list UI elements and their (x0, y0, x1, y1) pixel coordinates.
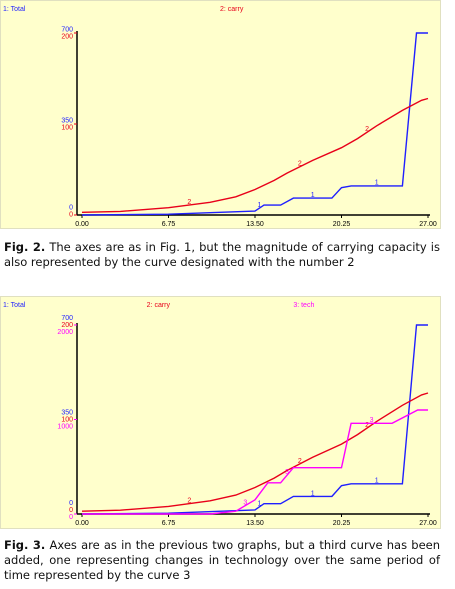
x-tick-label: 0.00 (75, 520, 89, 527)
curve-label: 1 (258, 501, 262, 508)
y-tick-label: 2000 (57, 329, 73, 336)
curve-label: 3 (370, 417, 374, 424)
legend-label: 3: tech (293, 302, 314, 309)
y-tick-label: 350 (61, 409, 73, 416)
curve-label: 2 (298, 458, 302, 465)
legend-label: 2: carry (147, 302, 171, 309)
series-line (81, 97, 429, 213)
x-tick-label: 13.50 (246, 221, 264, 228)
curve-label: 2 (298, 161, 302, 168)
series-line (82, 409, 428, 515)
y-tick-label: 350 (61, 117, 73, 124)
chart-background (0, 296, 441, 529)
x-tick-label: 13.50 (246, 520, 264, 527)
curve-label: 1 (311, 192, 315, 199)
series-line (81, 32, 428, 216)
caption: Fig. 3. Axes are as in the previous two … (4, 538, 440, 583)
y-tick-label: 100 (61, 416, 73, 423)
curve-label: 2 (187, 497, 191, 504)
series-line (81, 392, 429, 512)
x-tick-label: 27.00 (419, 520, 437, 527)
legend-label: 1: Total (3, 6, 26, 13)
y-tick-label: 100 (61, 124, 73, 131)
x-tick-label: 0.00 (75, 221, 89, 228)
x-tick-label: 20.25 (333, 520, 351, 527)
legend-label: 1: Total (3, 302, 26, 309)
x-tick-label: 6.75 (162, 221, 176, 228)
curve-label: 2 (365, 422, 369, 429)
curve-label: 3 (285, 469, 289, 476)
y-tick-label: 700 (61, 26, 73, 33)
curve-label: 2 (187, 199, 191, 206)
chart: 0.00 6.75 13.50 20.25 27.00 1: Total 0 350 700 1 1… (0, 296, 441, 529)
chart: 0.00 6.75 13.50 20.25 27.00 1: Total 0 350 700 1 1… (0, 0, 441, 229)
y-tick-label: 1000 (57, 423, 73, 430)
legend-label: 2: carry (220, 6, 244, 13)
y-tick-label: 0 (69, 500, 73, 507)
x-tick-label: 6.75 (162, 520, 176, 527)
y-tick-label: 200 (61, 322, 73, 329)
caption-text: Axes are as in the previous two graphs, … (4, 538, 441, 582)
y-tick-label: 0 (69, 514, 73, 521)
curve-label: 3 (243, 499, 247, 506)
y-tick-label: 200 (61, 33, 73, 40)
curve-label: 1 (311, 490, 315, 497)
curve-label: 2 (365, 126, 369, 133)
y-tick-label: 0 (69, 211, 73, 218)
series-line (81, 324, 428, 515)
y-tick-label: 700 (61, 315, 73, 322)
curve-label: 1 (375, 180, 379, 187)
chart-background (0, 0, 441, 229)
x-tick-label: 27.00 (419, 221, 437, 228)
curve-label: 1 (375, 478, 379, 485)
caption-label: Fig. 3. (4, 538, 46, 552)
curve-label: 1 (258, 202, 262, 209)
y-tick-label: 0 (69, 507, 73, 514)
caption-label: Fig. 2. (4, 240, 46, 254)
caption-text: The axes are as in Fig. 1, but the magni… (4, 240, 440, 269)
x-tick-label: 20.25 (333, 221, 351, 228)
y-tick-label: 0 (69, 204, 73, 211)
caption: Fig. 2. The axes are as in Fig. 1, but t… (4, 240, 440, 270)
